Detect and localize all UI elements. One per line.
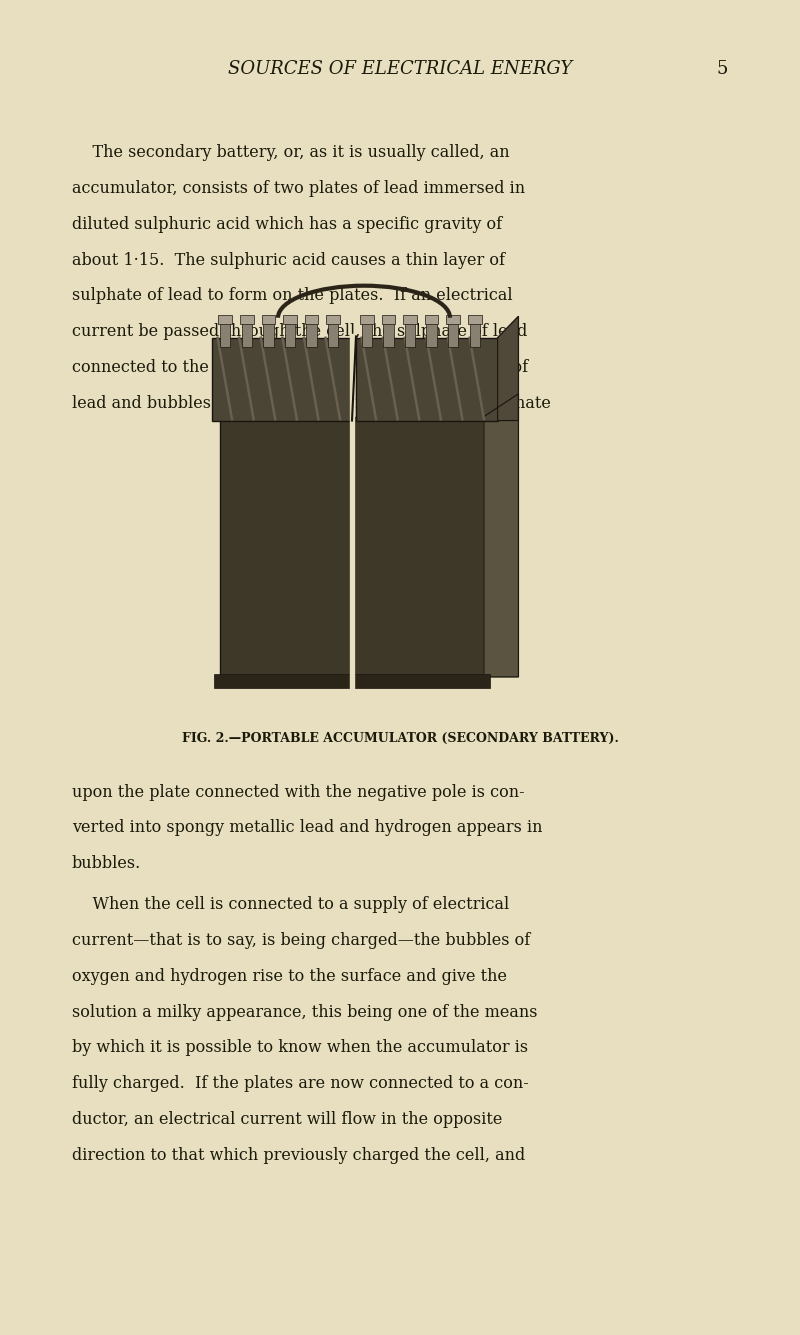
Text: verted into spongy metallic lead and hydrogen appears in: verted into spongy metallic lead and hyd… [72, 820, 542, 837]
Bar [353, 674, 490, 688]
Bar [212, 338, 354, 421]
Bar [448, 323, 458, 347]
Bar [218, 315, 232, 324]
Text: lead and bubbles of oxygen are formed, while the sulphate: lead and bubbles of oxygen are formed, w… [72, 395, 551, 411]
Bar [326, 315, 340, 324]
Bar [354, 417, 484, 677]
Bar [360, 315, 374, 324]
Text: SOURCES OF ELECTRICAL ENERGY: SOURCES OF ELECTRICAL ENERGY [228, 60, 572, 77]
Bar [425, 315, 438, 324]
Text: oxygen and hydrogen rise to the surface and give the: oxygen and hydrogen rise to the surface … [72, 968, 507, 985]
Text: diluted sulphuric acid which has a specific gravity of: diluted sulphuric acid which has a speci… [72, 216, 502, 232]
Text: 5: 5 [717, 60, 728, 77]
Polygon shape [498, 316, 518, 421]
Text: solution a milky appearance, this being one of the means: solution a milky appearance, this being … [72, 1004, 538, 1021]
Bar [403, 315, 417, 324]
Text: fully charged.  If the plates are now connected to a con-: fully charged. If the plates are now con… [72, 1075, 529, 1092]
Text: current—that is to say, is being charged—the bubbles of: current—that is to say, is being charged… [72, 932, 530, 949]
Text: accumulator, consists of two plates of lead immersed in: accumulator, consists of two plates of l… [72, 180, 525, 198]
Bar [220, 323, 230, 347]
Bar [283, 315, 297, 324]
Bar [305, 315, 318, 324]
Bar [328, 323, 338, 347]
Bar [240, 315, 254, 324]
Polygon shape [484, 394, 518, 677]
Bar [362, 323, 372, 347]
Text: When the cell is connected to a supply of electrical: When the cell is connected to a supply o… [72, 896, 510, 913]
Bar [356, 338, 498, 421]
Text: FIG. 2.—PORTABLE ACCUMULATOR (SECONDARY BATTERY).: FIG. 2.—PORTABLE ACCUMULATOR (SECONDARY … [182, 732, 618, 745]
Bar [468, 315, 482, 324]
Text: sulphate of lead to form on the plates.  If an electrical: sulphate of lead to form on the plates. … [72, 287, 513, 304]
Bar [263, 323, 274, 347]
Bar [426, 323, 437, 347]
Text: bubbles.: bubbles. [72, 856, 142, 872]
Bar [214, 674, 352, 688]
Text: upon the plate connected with the negative pole is con-: upon the plate connected with the negati… [72, 784, 525, 801]
Text: by which it is possible to know when the accumulator is: by which it is possible to know when the… [72, 1040, 528, 1056]
Bar [405, 323, 415, 347]
Text: ductor, an electrical current will flow in the opposite: ductor, an electrical current will flow … [72, 1111, 502, 1128]
Bar [383, 323, 394, 347]
Text: connected to the positive pole is changed to peroxide of: connected to the positive pole is change… [72, 359, 528, 376]
Text: current be passed through the cell, the sulphate of lead: current be passed through the cell, the … [72, 323, 527, 340]
Text: direction to that which previously charged the cell, and: direction to that which previously charg… [72, 1147, 526, 1164]
Text: The secondary battery, or, as it is usually called, an: The secondary battery, or, as it is usua… [72, 144, 510, 162]
Bar [285, 323, 295, 347]
Bar [220, 417, 350, 677]
Bar [470, 323, 480, 347]
Bar [242, 323, 252, 347]
Bar [446, 315, 460, 324]
Text: about 1·15.  The sulphuric acid causes a thin layer of: about 1·15. The sulphuric acid causes a … [72, 251, 505, 268]
Bar [382, 315, 395, 324]
Bar [306, 323, 317, 347]
Bar [262, 315, 275, 324]
